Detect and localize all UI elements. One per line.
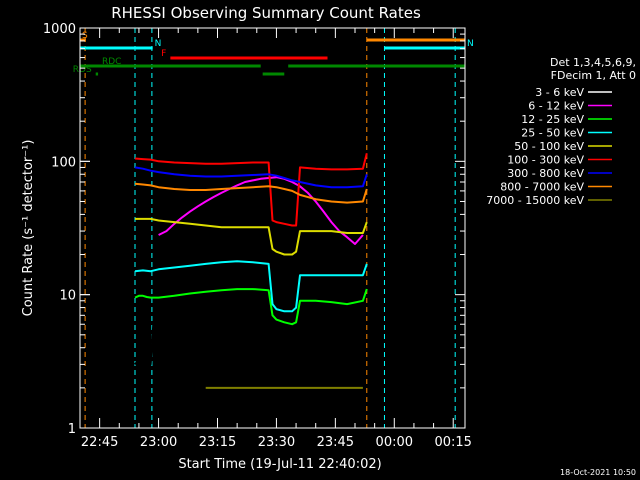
- y-axis-label: Count Rate (s⁻¹ detector⁻¹): [21, 140, 36, 317]
- legend-label-2: 12 - 25 keV: [521, 113, 584, 126]
- x-tick-label-0: 22:45: [81, 435, 118, 450]
- x-tick-label-2: 23:15: [199, 435, 236, 450]
- x-tick-label-1: 23:00: [140, 435, 177, 450]
- flag-label-0: S: [82, 31, 88, 41]
- flag-label-1: N: [155, 39, 162, 49]
- legend-label-5: 100 - 300 keV: [507, 154, 584, 167]
- x-axis-label: Start Time (19-Jul-11 22:40:02): [178, 457, 381, 472]
- footer-date: 18-Oct-2021 10:50: [560, 468, 636, 477]
- x-tick-label-5: 00:00: [376, 435, 413, 450]
- flag-label-5: RDC: [102, 57, 121, 67]
- legend-label-8: 7000 - 15000 keV: [486, 194, 584, 207]
- y-tick-label-1: 10: [59, 289, 76, 304]
- series-line-1: [158, 176, 364, 245]
- y-tick-label-2: 100: [51, 155, 76, 170]
- series-line-0: [134, 173, 364, 366]
- series-line-3: [134, 260, 368, 313]
- x-tick-label-6: 00:15: [434, 435, 471, 450]
- series-line-5: [134, 152, 368, 227]
- y-tick-label-3: 1000: [43, 22, 76, 37]
- chart-title: RHESSI Observing Summary Count Rates: [111, 4, 421, 22]
- plot-frame: [79, 27, 466, 429]
- legend-label-6: 300 - 800 keV: [507, 167, 584, 180]
- y-tick-label-0: 1: [68, 422, 76, 437]
- series-line-2: [134, 288, 368, 326]
- flag-label-3: F: [161, 49, 166, 59]
- legend-header-0: Det 1,3,4,5,6,9,: [550, 56, 636, 69]
- legend-header-1: FDecim 1, Att 0: [551, 69, 636, 82]
- legend-label-3: 25 - 50 keV: [521, 127, 584, 140]
- legend-label-0: 3 - 6 keV: [535, 86, 584, 99]
- flag-label-2: N: [467, 39, 474, 49]
- flag-label-8: RDS: [73, 65, 92, 75]
- legend-label-4: 50 - 100 keV: [514, 140, 584, 153]
- series-line-6: [134, 166, 368, 189]
- series-line-4: [135, 217, 368, 256]
- x-tick-label-3: 23:30: [258, 435, 295, 450]
- legend-label-1: 6 - 12 keV: [528, 100, 584, 113]
- series-line-7: [134, 182, 368, 204]
- legend-label-7: 800 - 7000 keV: [500, 181, 584, 194]
- x-tick-label-4: 23:45: [317, 435, 354, 450]
